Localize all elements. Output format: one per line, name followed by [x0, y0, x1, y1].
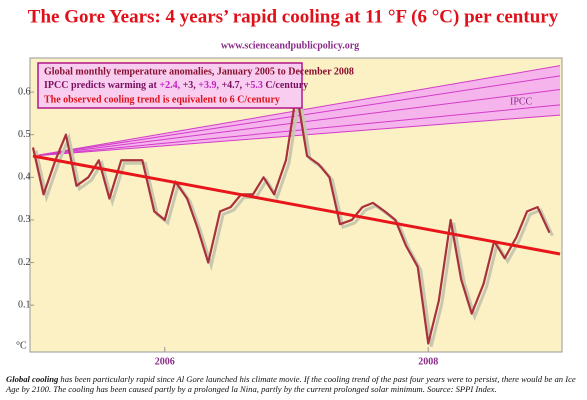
chart-title: The Gore Years: 4 years’ rapid cooling a…: [28, 6, 559, 27]
legend-entry: Global monthly temperature anomalies, Ja…: [44, 66, 354, 77]
y-tick-label: 0.6: [18, 86, 31, 97]
series-shadow: [34, 94, 554, 347]
chart: The Gore Years: 4 years’ rapid cooling a…: [16, 6, 563, 367]
y-unit: °C: [16, 340, 27, 351]
y-tick-label: 0.2: [18, 257, 31, 268]
y-tick-label: 0.4: [18, 172, 31, 183]
series-line: [31, 90, 551, 345]
legend-part: IPCC predicts warming at: [44, 80, 158, 91]
plot: 0.1 0.2 0.3 0.4 0.5 0.6 2006 2008: [18, 65, 561, 367]
legend-part: +5.3: [245, 80, 263, 91]
legend-part: +2.4,: [159, 80, 180, 91]
legend-part: +4.7,: [221, 80, 242, 91]
legend-box: [37, 62, 303, 109]
legend-part: +3,: [183, 80, 197, 91]
y-tick-label: 0.3: [18, 214, 31, 225]
caption: Global cooling has been particularly rap…: [6, 374, 581, 394]
trend-line: [32, 154, 561, 256]
ipcc-line: [32, 104, 561, 157]
caption-lead: Global cooling: [6, 374, 59, 384]
x-tick-label: 2006: [155, 356, 175, 367]
legend-part: C/century: [265, 80, 308, 91]
legend-entry: IPCC predicts warming at +2.4, +3, +3.9,…: [44, 80, 308, 91]
x-tick-label: 2008: [418, 356, 438, 367]
y-tick-label: 0.5: [18, 129, 31, 140]
y-tick-label: 0.1: [18, 299, 31, 310]
legend-entry: The observed cooling trend is equivalent…: [44, 94, 280, 105]
caption-text: has been particularly rapid since Al Gor…: [6, 374, 576, 394]
chart-subtitle: www.scienceandpublicpolicy.org: [221, 40, 359, 51]
legend-part: +3.9,: [198, 80, 219, 91]
ipcc-line: [32, 114, 561, 157]
ipcc-label: IPCC: [510, 96, 533, 107]
